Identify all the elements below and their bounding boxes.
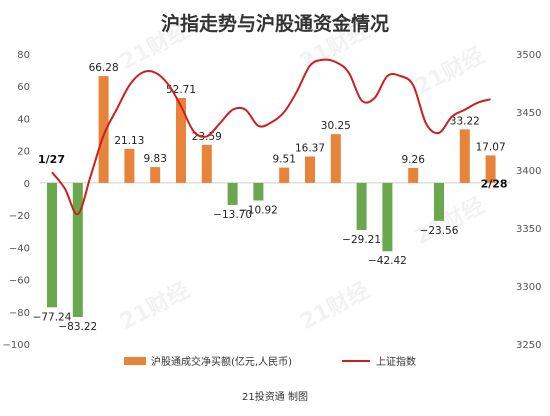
bar-labels: −77.24−83.2266.2821.139.8352.7123.59−13.… bbox=[33, 62, 506, 333]
start-date-label: 1/27 bbox=[38, 153, 65, 166]
bar-value-label: −77.24 bbox=[33, 311, 72, 323]
bar bbox=[434, 182, 444, 221]
bar-value-label: −42.42 bbox=[368, 255, 407, 267]
bar bbox=[485, 155, 496, 183]
watermark-text: 21财经 bbox=[411, 192, 489, 250]
bar bbox=[176, 97, 186, 183]
y-left-tick-label: −100 bbox=[3, 340, 30, 351]
y-left-tick-label: −20 bbox=[9, 211, 30, 222]
bar bbox=[330, 134, 341, 183]
y-left-tick-label: −40 bbox=[9, 243, 30, 254]
end-date-label: 2/28 bbox=[481, 177, 508, 190]
y-left-tick-label: 40 bbox=[17, 114, 30, 125]
bar bbox=[305, 156, 315, 183]
y-right-tick-label: 3250 bbox=[516, 340, 541, 351]
y-left-tick-label: 0 bbox=[24, 179, 30, 190]
bar-value-label: −10.92 bbox=[239, 204, 278, 216]
bar bbox=[98, 76, 109, 183]
chart-title: 沪指走势与沪股通资金情况 bbox=[161, 12, 389, 35]
y-axis-left: −100 −80 −60 −40 −20 0 20 40 60 80 bbox=[3, 50, 30, 351]
bar-value-label: 66.28 bbox=[89, 62, 119, 74]
y-right-tick-label: 3450 bbox=[516, 108, 541, 119]
bar bbox=[150, 167, 161, 183]
bar-value-label: 21.13 bbox=[114, 135, 144, 147]
y-left-tick-label: −60 bbox=[9, 276, 30, 287]
y-left-tick-label: 60 bbox=[17, 82, 30, 93]
legend-bar-swatch bbox=[124, 357, 146, 365]
legend-line-label: 上证指数 bbox=[376, 355, 416, 368]
bar bbox=[408, 167, 419, 183]
bar bbox=[124, 148, 135, 183]
y-right-tick-label: 3300 bbox=[516, 282, 541, 293]
y-right-tick-label: 3350 bbox=[516, 224, 541, 235]
bar-value-label: 17.07 bbox=[476, 141, 506, 153]
y-left-tick-label: −80 bbox=[9, 308, 30, 319]
bar bbox=[253, 182, 264, 201]
bar-series bbox=[47, 76, 496, 317]
bar bbox=[72, 182, 83, 317]
watermark-text: 21财经 bbox=[296, 277, 374, 335]
watermark-text: 21财经 bbox=[116, 277, 194, 335]
bar-value-label: −83.22 bbox=[58, 321, 97, 333]
legend-bar-label: 沪股通成交净买额(亿元,人民币) bbox=[151, 355, 292, 368]
y-left-tick-label: 80 bbox=[17, 50, 30, 61]
watermark-text: 21财经 bbox=[411, 42, 489, 100]
bar bbox=[382, 182, 393, 252]
bar-value-label: 33.22 bbox=[450, 115, 480, 127]
bar bbox=[201, 144, 212, 183]
bar-value-label: 52.71 bbox=[166, 84, 196, 96]
bar-value-label: 30.25 bbox=[321, 120, 351, 132]
index-line bbox=[51, 58, 491, 216]
y-left-tick-label: 20 bbox=[17, 147, 30, 158]
bar-value-label: 16.37 bbox=[295, 143, 325, 155]
bar-value-label: 9.26 bbox=[402, 154, 426, 166]
bar-value-label: 9.83 bbox=[144, 153, 167, 165]
watermark-text: 21财经 bbox=[116, 17, 194, 75]
bar-value-label: −23.56 bbox=[420, 225, 459, 237]
bar bbox=[459, 129, 470, 183]
legend: 沪股通成交净买额(亿元,人民币) 上证指数 bbox=[124, 355, 416, 368]
bar bbox=[356, 182, 367, 230]
y-right-tick-label: 3400 bbox=[516, 166, 541, 177]
bar-value-label: 9.51 bbox=[273, 154, 296, 166]
bar bbox=[47, 182, 57, 308]
bar-value-label: −13.70 bbox=[213, 209, 252, 221]
bar-value-label: −29.21 bbox=[342, 234, 381, 246]
bar bbox=[279, 167, 290, 183]
source-label: 21投资通 制图 bbox=[242, 390, 308, 403]
bar bbox=[227, 182, 238, 205]
y-right-tick-label: 3500 bbox=[516, 50, 541, 61]
y-axis-right: 3250 3300 3350 3400 3450 3500 bbox=[516, 50, 541, 351]
